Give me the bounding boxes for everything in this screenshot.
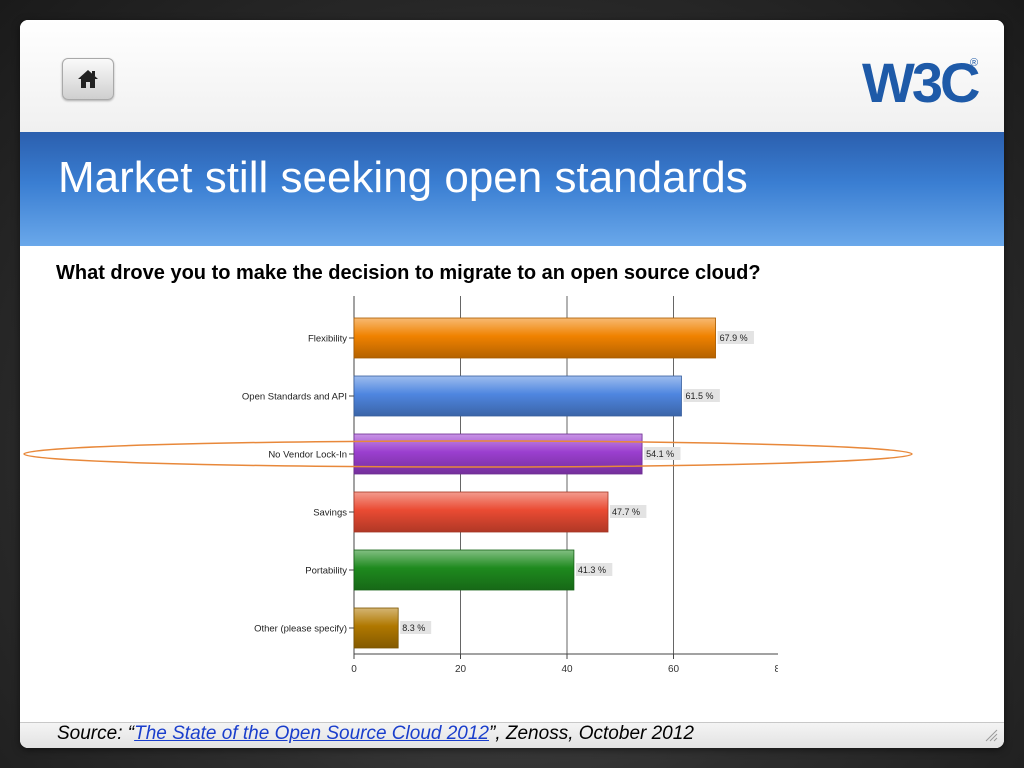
data-label: 61.5 %: [685, 391, 713, 401]
footer-bar: [20, 722, 1004, 748]
source-link[interactable]: The State of the Open Source Cloud 2012: [134, 723, 489, 744]
category-label: Savings: [313, 508, 347, 519]
bar: [353, 433, 643, 475]
category-label: Portability: [305, 566, 347, 577]
data-label: 8.3 %: [402, 623, 425, 633]
category-label: Open Standards and API: [242, 392, 347, 403]
home-button[interactable]: [62, 58, 114, 100]
top-bar: [20, 20, 1004, 132]
x-tick-label: 40: [561, 664, 573, 675]
data-label-bg: [400, 621, 432, 634]
x-tick-label: 80: [774, 664, 778, 675]
resize-grip-icon: [985, 729, 998, 742]
svg-text:®: ®: [970, 57, 978, 69]
title-band: [20, 132, 1004, 246]
data-label: 54.1 %: [646, 449, 674, 459]
x-tick-label: 0: [351, 664, 357, 675]
data-label: 41.3 %: [578, 565, 606, 575]
category-label: No Vendor Lock-In: [268, 450, 347, 461]
x-tick-label: 60: [668, 664, 680, 675]
category-label: Flexibility: [308, 334, 347, 345]
source-prefix: Source: “: [57, 723, 135, 744]
bar: [353, 607, 399, 649]
home-icon: [78, 70, 98, 88]
slide-title: Market still seeking open standards: [58, 153, 748, 202]
chart-area: 0 20 40 60 80 Flexibility 67.9 % Open Standards…: [200, 292, 786, 684]
data-label-bg: [717, 331, 754, 344]
bar: [353, 549, 575, 591]
x-tick-label: 20: [455, 664, 467, 675]
svg-text:W3C: W3C: [862, 51, 979, 112]
slide: W3C ® Market still seeking open standard…: [20, 20, 1004, 748]
data-label-bg: [610, 505, 647, 518]
data-label-bg: [683, 389, 720, 402]
bar-chart: 0 20 40 60 80 Flexibility 67.9 % Open Standards…: [242, 296, 786, 675]
bar: [353, 317, 716, 359]
data-label-bg: [575, 563, 613, 576]
survey-question: What drove you to make the decision to m…: [56, 262, 761, 284]
category-label: Other (please specify): [254, 624, 347, 635]
source-citation: Source: “The State of the Open Source Cl…: [57, 723, 694, 745]
data-label: 47.7 %: [612, 507, 640, 517]
w3c-logo: W3C ®: [862, 51, 982, 112]
source-suffix: ”, Zenoss, October 2012: [489, 723, 694, 744]
bar: [353, 491, 609, 533]
data-label: 67.9 %: [720, 333, 748, 343]
bar: [353, 375, 682, 417]
